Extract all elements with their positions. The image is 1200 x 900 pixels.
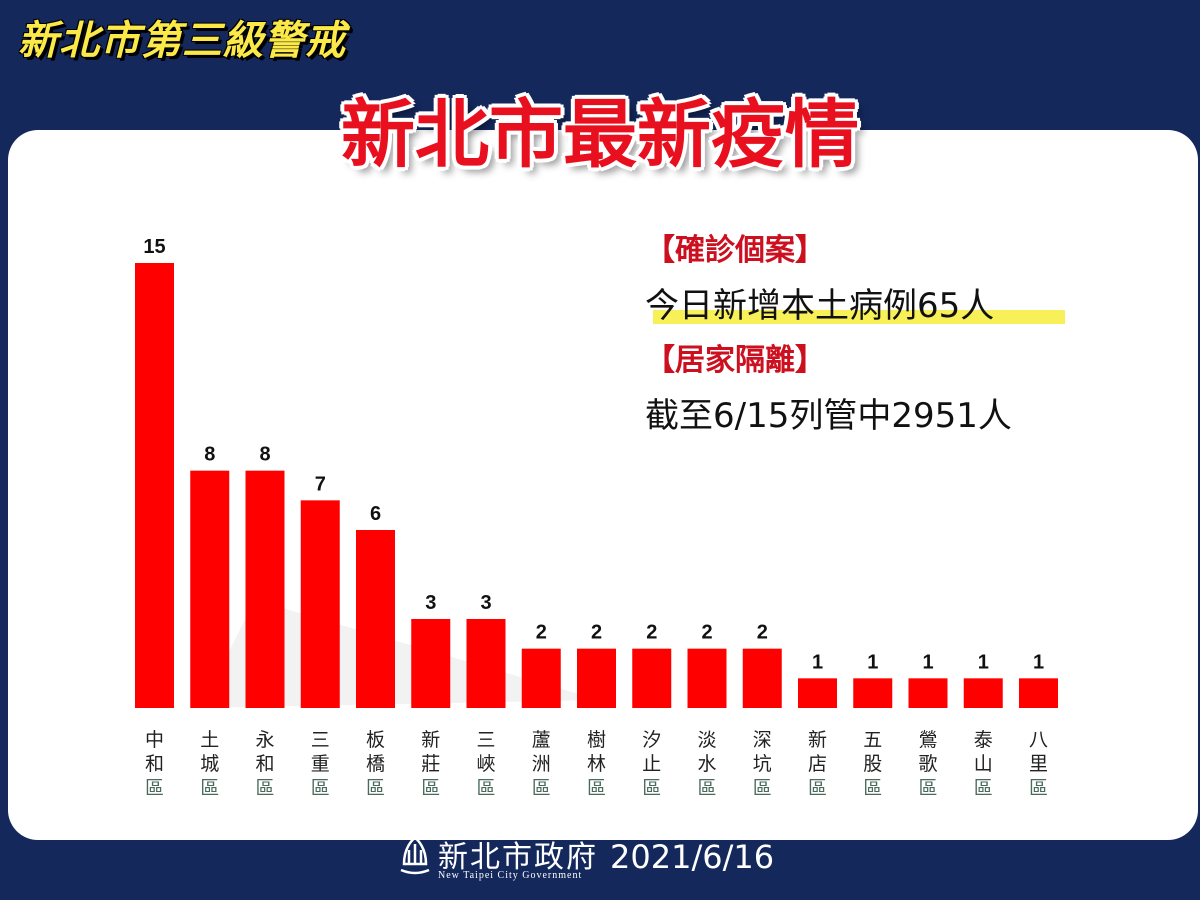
tick-label-16: 八里區 xyxy=(1029,729,1048,799)
data-label-1: 8 xyxy=(204,444,215,466)
page-title: 新北市最新疫情 xyxy=(341,92,859,178)
tick-label-3: 三重區 xyxy=(311,729,330,799)
bar-11 xyxy=(742,648,782,708)
data-label-6: 3 xyxy=(480,592,491,614)
data-label-16: 1 xyxy=(1033,651,1044,673)
tick-label-11: 深坑區 xyxy=(753,729,772,799)
bar-6 xyxy=(466,619,506,708)
tick-label-0: 中和區 xyxy=(145,729,164,799)
bar-0 xyxy=(135,263,174,708)
city-logo-icon xyxy=(400,836,430,875)
bar-12 xyxy=(798,678,837,708)
bar-5 xyxy=(411,619,451,708)
data-label-15: 1 xyxy=(978,651,989,673)
report-date: 2021/6/16 xyxy=(610,838,775,876)
tick-label-7: 蘆洲區 xyxy=(532,729,551,799)
bar-14 xyxy=(908,678,948,708)
bar-3 xyxy=(300,500,340,708)
tick-label-14: 鶯歌區 xyxy=(918,729,937,799)
data-label-8: 2 xyxy=(591,622,602,644)
data-label-4: 6 xyxy=(370,503,381,525)
tick-label-15: 泰山區 xyxy=(974,729,993,799)
data-label-12: 1 xyxy=(812,651,823,673)
tick-label-13: 五股區 xyxy=(863,729,882,799)
tick-label-8: 樹林區 xyxy=(587,729,606,799)
tick-label-9: 汐止區 xyxy=(642,729,661,799)
bar-4 xyxy=(356,530,395,708)
bar-9 xyxy=(632,648,672,708)
data-label-9: 2 xyxy=(646,622,657,644)
data-label-7: 2 xyxy=(536,622,547,644)
government-name: 新北市政府 xyxy=(438,840,598,875)
bar-1 xyxy=(190,470,230,708)
confirmed-cases-text: 今日新增本土病例65人 xyxy=(645,277,1085,335)
bar-10 xyxy=(687,648,727,708)
bar-16 xyxy=(1019,678,1058,708)
data-label-10: 2 xyxy=(701,622,712,644)
bar-2 xyxy=(245,470,285,708)
data-label-0: 15 xyxy=(143,236,165,258)
info-panel: 【確診個案】 今日新增本土病例65人 【居家隔離】 截至6/15列管中2951人 xyxy=(645,225,1085,445)
bar-13 xyxy=(853,678,893,708)
bar-8 xyxy=(577,648,616,708)
home-quarantine-heading: 【居家隔離】 xyxy=(645,343,825,378)
tick-label-12: 新店區 xyxy=(808,729,827,799)
home-quarantine-text: 截至6/15列管中2951人 xyxy=(645,396,1012,436)
government-name-en: New Taipei City Government xyxy=(438,870,583,881)
tick-label-2: 永和區 xyxy=(255,729,274,799)
tick-label-6: 三峽區 xyxy=(476,729,495,799)
footer: 新北市政府 New Taipei City Government 2021/6/… xyxy=(0,830,1200,890)
data-label-5: 3 xyxy=(425,592,436,614)
tick-label-5: 新莊區 xyxy=(421,729,440,799)
bar-15 xyxy=(963,678,1003,708)
confirmed-cases-heading: 【確診個案】 xyxy=(645,233,825,268)
data-label-13: 1 xyxy=(867,651,878,673)
data-label-11: 2 xyxy=(757,622,768,644)
data-label-3: 7 xyxy=(315,473,326,495)
alert-banner: 新北市第三級警戒 xyxy=(18,18,346,64)
tick-label-10: 淡水區 xyxy=(697,729,716,799)
confirmed-cases-value: 今日新增本土病例65人 xyxy=(645,286,995,326)
data-label-14: 1 xyxy=(922,651,933,673)
tick-label-1: 土城區 xyxy=(200,729,219,799)
highlight-marker xyxy=(653,310,1065,324)
tick-label-4: 板橋區 xyxy=(366,729,385,799)
data-label-2: 8 xyxy=(259,444,270,466)
bar-7 xyxy=(521,648,561,708)
